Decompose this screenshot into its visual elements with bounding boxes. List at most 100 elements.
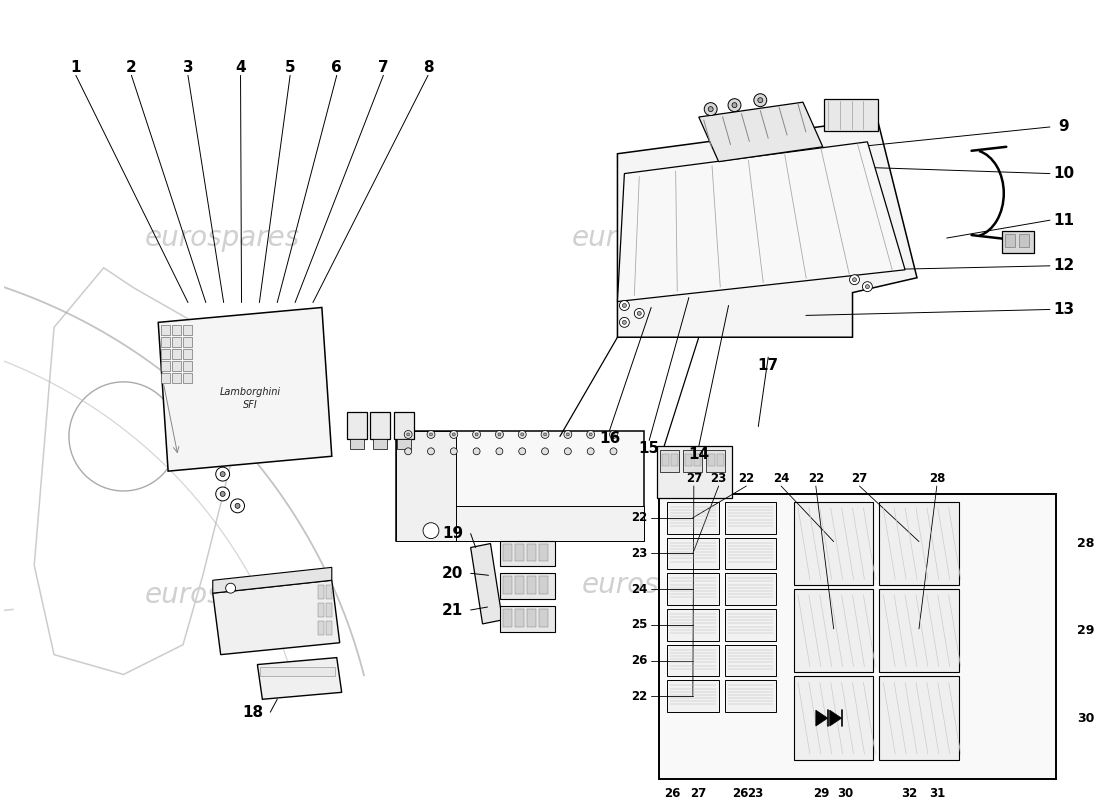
Text: 1: 1 [70,60,81,75]
Text: 26: 26 [663,787,680,800]
Text: 4: 4 [235,60,245,75]
Polygon shape [471,543,503,624]
Text: 31: 31 [928,787,945,800]
Bar [326,586,332,599]
Circle shape [498,433,500,436]
Bar [667,681,718,712]
Bar [725,645,777,677]
Circle shape [541,448,549,454]
Circle shape [496,448,503,454]
Circle shape [475,433,478,436]
Text: 26: 26 [733,787,749,800]
Circle shape [637,311,641,315]
Circle shape [473,430,481,438]
Bar [794,589,873,673]
Text: 24: 24 [773,471,790,485]
Bar [527,576,536,594]
Bar [350,439,363,450]
Circle shape [704,102,717,115]
Bar [667,502,718,534]
Bar [172,326,182,335]
Text: 5: 5 [285,60,296,75]
Bar [371,412,390,439]
Polygon shape [212,567,332,593]
Bar [824,99,878,131]
Circle shape [708,106,713,111]
Bar [539,576,548,594]
Bar [172,349,182,359]
Circle shape [407,433,409,436]
Bar [318,603,323,617]
Text: 15: 15 [639,441,660,456]
Bar [725,681,777,712]
Circle shape [610,448,617,454]
Circle shape [216,487,230,501]
Text: 23: 23 [711,471,727,485]
Bar [396,431,645,541]
Circle shape [619,318,629,327]
Bar [725,502,777,534]
Bar [671,454,678,466]
Bar [162,349,170,359]
Bar [318,586,323,599]
Text: 32: 32 [901,787,917,800]
Text: 10: 10 [1053,166,1075,181]
Circle shape [754,94,767,106]
Circle shape [429,433,432,436]
Text: 14: 14 [689,446,710,462]
Circle shape [452,433,455,436]
Bar [657,446,732,498]
Bar [683,450,702,472]
Text: 20: 20 [442,566,463,581]
Text: 12: 12 [1053,258,1075,274]
Text: 25: 25 [631,618,648,631]
Circle shape [543,433,547,436]
Circle shape [473,448,480,454]
Polygon shape [257,658,342,699]
Bar [162,338,170,347]
Text: 13: 13 [1053,302,1075,317]
Bar [162,326,170,335]
Circle shape [564,448,571,454]
Bar [515,609,525,627]
Circle shape [428,448,435,454]
Circle shape [220,472,225,477]
Bar [318,621,323,635]
Bar [162,361,170,371]
Circle shape [235,503,240,508]
Text: 28: 28 [928,471,945,485]
Bar [527,609,536,627]
Polygon shape [698,102,823,162]
Text: eurospares: eurospares [582,571,737,599]
Text: 22: 22 [738,471,755,485]
Text: 23: 23 [631,547,648,560]
Circle shape [541,430,549,438]
Bar [183,349,191,359]
Bar [1020,234,1030,247]
Circle shape [427,430,434,438]
Bar [667,645,718,677]
Circle shape [590,433,592,436]
Bar [326,621,332,635]
Circle shape [623,303,626,307]
Text: eurospares: eurospares [572,224,727,252]
Circle shape [450,430,458,438]
Bar [716,454,724,466]
Text: 3: 3 [183,60,194,75]
Bar [879,677,959,760]
Bar [667,609,718,641]
Text: 9: 9 [1058,119,1069,134]
Circle shape [495,430,504,438]
Bar [394,412,414,439]
Bar [667,538,718,570]
Bar [183,338,191,347]
Text: 6: 6 [331,60,342,75]
Text: 23: 23 [747,787,763,800]
Circle shape [852,278,857,282]
Text: 2: 2 [126,60,136,75]
Circle shape [216,467,230,481]
Circle shape [635,309,645,318]
Bar [504,609,513,627]
Text: 27: 27 [851,471,868,485]
Bar [707,454,715,466]
